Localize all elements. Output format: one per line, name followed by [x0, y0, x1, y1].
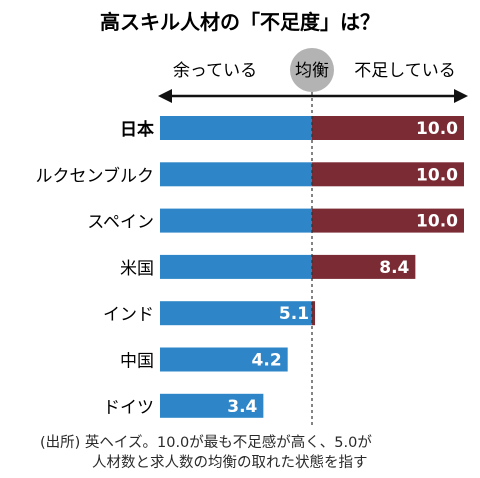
bar-shortage-segment	[312, 208, 464, 233]
bar-value-label: 3.4	[227, 397, 257, 417]
bar-shortage-segment	[312, 116, 464, 140]
bar-surplus-segment	[160, 116, 312, 140]
bar-shortage-segment	[312, 254, 416, 279]
right-arrowhead-icon	[454, 89, 468, 103]
bar-surplus-segment	[160, 208, 312, 233]
bar-surplus-segment	[160, 254, 312, 279]
bar-value-label: 4.2	[252, 351, 282, 371]
category-label: ルクセンブルク	[36, 165, 155, 186]
balance-label: 均衡	[295, 61, 329, 81]
bar-surplus-segment	[160, 347, 288, 372]
chart-title: 高スキル人材の「不足度」は？	[100, 10, 380, 34]
bar-surplus-segment	[160, 301, 312, 326]
bars-group: 10.0 10.0 10.0 8.4 5.1 4.2 3.4	[160, 116, 464, 418]
source-note-line-2: 人材数と求人数の均衡の取れた状態を指す	[92, 454, 368, 471]
bar-shortage-segment	[312, 301, 316, 326]
surplus-label: 余っている	[173, 61, 257, 81]
category-label: スペイン	[87, 213, 154, 233]
bar-value-label: 10.0	[416, 212, 458, 232]
bar-shortage-segment	[312, 162, 464, 187]
category-label: 米国	[120, 259, 154, 279]
bar-value-label: 8.4	[379, 258, 409, 278]
category-label: 中国	[120, 352, 154, 372]
balance-circle	[290, 48, 334, 92]
bar-surplus-segment	[160, 393, 264, 418]
bar-surplus-segment	[160, 162, 312, 187]
scale-header: 余っている 均衡 不足している	[158, 48, 468, 103]
bar-value-label: 10.0	[416, 165, 458, 185]
bar-value-label: 10.0	[416, 119, 458, 139]
bar-value-label: 5.1	[279, 304, 309, 324]
shortage-label: 不足している	[354, 61, 456, 81]
category-label: インド	[103, 305, 154, 325]
left-arrowhead-icon	[158, 89, 172, 103]
category-label: 日本	[120, 119, 154, 140]
source-note-line-1: (出所) 英ヘイズ。10.0が最も不足感が高く、5.0が	[40, 433, 372, 451]
category-label: ドイツ	[103, 398, 154, 418]
